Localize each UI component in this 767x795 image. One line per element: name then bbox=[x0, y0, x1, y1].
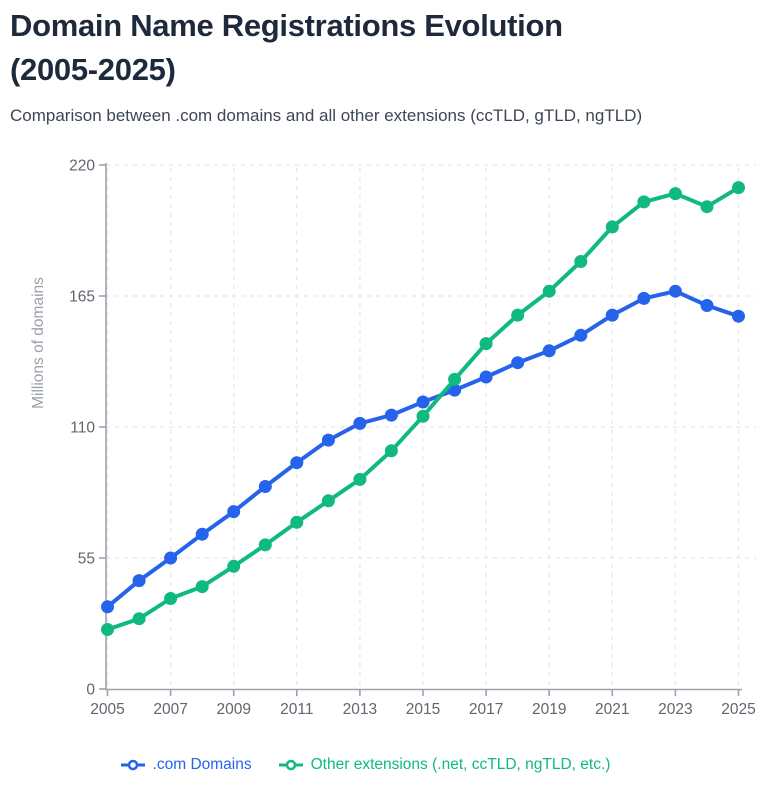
x-tick-label: 2025 bbox=[721, 701, 755, 718]
data-point bbox=[700, 299, 714, 312]
data-point bbox=[605, 220, 619, 234]
data-point bbox=[700, 200, 714, 214]
series-com bbox=[101, 284, 745, 614]
data-point bbox=[416, 409, 430, 423]
data-point bbox=[101, 600, 114, 614]
data-point bbox=[542, 284, 556, 298]
data-point bbox=[353, 416, 367, 430]
chart-legend: .com Domains Other extensions (.net, ccT… bbox=[0, 756, 730, 774]
data-point bbox=[290, 456, 304, 470]
page-title-line1: Domain Name Registrations Evolution bbox=[10, 8, 563, 43]
data-point bbox=[574, 328, 588, 342]
data-point bbox=[132, 574, 146, 588]
data-point bbox=[574, 255, 588, 268]
data-point bbox=[101, 623, 114, 636]
legend-marker-line-icon bbox=[120, 759, 145, 771]
y-axis-title: Millions of domains bbox=[30, 277, 47, 409]
x-tick-label: 2011 bbox=[280, 701, 313, 718]
y-tick-label: 0 bbox=[86, 682, 95, 699]
data-point bbox=[668, 187, 682, 201]
x-tick-label: 2013 bbox=[343, 701, 377, 718]
x-tick-label: 2005 bbox=[90, 701, 124, 718]
x-tick-label: 2015 bbox=[406, 701, 440, 718]
x-tick-label: 2019 bbox=[532, 701, 566, 718]
x-axis-ticks: 2005 2007 2009 2011 2013 2015 2017 2019 2021 2023… bbox=[90, 690, 756, 718]
data-point bbox=[164, 592, 178, 605]
data-point bbox=[353, 472, 367, 486]
data-point bbox=[732, 181, 745, 195]
data-point bbox=[448, 383, 462, 397]
data-point bbox=[384, 444, 398, 458]
legend-marker-line-icon bbox=[278, 759, 303, 771]
x-tick-label: 2007 bbox=[153, 701, 187, 718]
page-subtitle: Comparison between .com domains and all … bbox=[10, 106, 643, 125]
data-point bbox=[511, 308, 525, 322]
y-tick-label: 165 bbox=[69, 289, 95, 306]
data-point bbox=[511, 356, 525, 370]
page-title-line2: (2005-2025) bbox=[10, 52, 176, 87]
legend-label-com: .com Domains bbox=[152, 756, 252, 773]
data-point bbox=[195, 527, 209, 541]
data-point bbox=[732, 309, 745, 323]
y-tick-label: 220 bbox=[69, 158, 95, 175]
data-point bbox=[132, 612, 146, 626]
data-point bbox=[227, 505, 241, 519]
legend-item-com[interactable]: .com Domains bbox=[120, 756, 252, 774]
data-point bbox=[416, 395, 430, 409]
data-point bbox=[258, 538, 272, 552]
x-tick-label: 2021 bbox=[595, 701, 629, 718]
data-point bbox=[605, 308, 619, 322]
x-tick-label: 2017 bbox=[469, 701, 503, 718]
data-point bbox=[164, 551, 178, 565]
data-point bbox=[542, 344, 556, 358]
data-point bbox=[384, 408, 398, 422]
data-point bbox=[668, 284, 682, 298]
data-point bbox=[637, 195, 651, 209]
legend-item-other[interactable]: Other extensions (.net, ccTLD, ngTLD, et… bbox=[278, 756, 611, 774]
x-tick-label: 2009 bbox=[216, 701, 250, 718]
series-line bbox=[105, 185, 741, 632]
data-point bbox=[321, 433, 335, 447]
y-tick-label: 55 bbox=[78, 551, 95, 568]
data-point bbox=[258, 480, 272, 493]
data-point bbox=[637, 291, 651, 305]
data-point bbox=[479, 370, 493, 384]
data-point bbox=[479, 337, 493, 351]
x-tick-label: 2023 bbox=[658, 701, 692, 718]
data-point bbox=[227, 559, 241, 573]
data-point bbox=[290, 515, 304, 529]
data-point bbox=[448, 372, 462, 386]
page-title: Domain Name Registrations Evolution (200… bbox=[10, 4, 750, 92]
gridlines bbox=[106, 164, 756, 688]
data-point bbox=[195, 580, 209, 594]
y-tick-label: 110 bbox=[70, 420, 95, 437]
y-axis-ticks: 0 55 110 165 220 bbox=[69, 158, 106, 699]
data-point bbox=[321, 494, 335, 508]
legend-label-other: Other extensions (.net, ccTLD, ngTLD, et… bbox=[310, 756, 611, 773]
series-other bbox=[101, 181, 745, 636]
